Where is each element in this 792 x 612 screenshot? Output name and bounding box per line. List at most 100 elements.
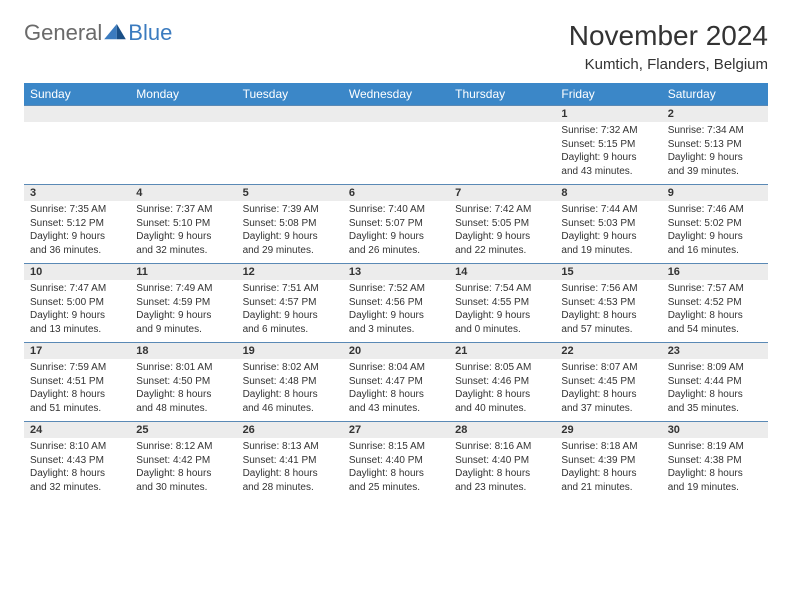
day-cell: Sunrise: 8:10 AMSunset: 4:43 PMDaylight:… [24,438,130,500]
sunrise-text: Sunrise: 7:51 AM [243,282,337,296]
sunset-text: Sunset: 5:10 PM [136,217,230,231]
sunrise-text: Sunrise: 7:37 AM [136,203,230,217]
day-number: 20 [343,343,449,360]
sunset-text: Sunset: 4:45 PM [561,375,655,389]
daylight-text: Daylight: 8 hours and 54 minutes. [668,309,762,336]
sunset-text: Sunset: 4:51 PM [30,375,124,389]
day-cell: Sunrise: 7:44 AMSunset: 5:03 PMDaylight:… [555,201,661,264]
daylight-text: Daylight: 8 hours and 48 minutes. [136,388,230,415]
sunrise-text: Sunrise: 7:46 AM [668,203,762,217]
day-cell: Sunrise: 7:49 AMSunset: 4:59 PMDaylight:… [130,280,236,343]
day-content-row: Sunrise: 7:59 AMSunset: 4:51 PMDaylight:… [24,359,768,422]
logo-text-blue: Blue [128,20,172,46]
day-number: 28 [449,422,555,439]
day-cell: Sunrise: 7:57 AMSunset: 4:52 PMDaylight:… [662,280,768,343]
day-number-row: 12 [24,106,768,123]
sunset-text: Sunset: 4:46 PM [455,375,549,389]
day-number: 14 [449,264,555,281]
daylight-text: Daylight: 9 hours and 0 minutes. [455,309,549,336]
day-number: 4 [130,185,236,202]
sunset-text: Sunset: 5:15 PM [561,138,655,152]
day-number: 10 [24,264,130,281]
sunset-text: Sunset: 5:02 PM [668,217,762,231]
day-number: 29 [555,422,661,439]
day-cell: Sunrise: 7:52 AMSunset: 4:56 PMDaylight:… [343,280,449,343]
sunrise-text: Sunrise: 8:19 AM [668,440,762,454]
daylight-text: Daylight: 9 hours and 16 minutes. [668,230,762,257]
sunrise-text: Sunrise: 7:39 AM [243,203,337,217]
day-number [130,106,236,123]
daylight-text: Daylight: 8 hours and 57 minutes. [561,309,655,336]
daylight-text: Daylight: 9 hours and 13 minutes. [30,309,124,336]
day-number: 16 [662,264,768,281]
sunrise-text: Sunrise: 8:02 AM [243,361,337,375]
day-number: 21 [449,343,555,360]
sunrise-text: Sunrise: 7:35 AM [30,203,124,217]
sunset-text: Sunset: 4:53 PM [561,296,655,310]
sunrise-text: Sunrise: 8:13 AM [243,440,337,454]
sunrise-text: Sunrise: 7:32 AM [561,124,655,138]
sunset-text: Sunset: 4:38 PM [668,454,762,468]
sunrise-text: Sunrise: 8:10 AM [30,440,124,454]
weekday-header: Thursday [449,83,555,106]
day-number: 19 [237,343,343,360]
daylight-text: Daylight: 9 hours and 9 minutes. [136,309,230,336]
day-cell: Sunrise: 8:07 AMSunset: 4:45 PMDaylight:… [555,359,661,422]
day-number: 5 [237,185,343,202]
weekday-header: Monday [130,83,236,106]
daylight-text: Daylight: 8 hours and 23 minutes. [455,467,549,494]
day-content-row: Sunrise: 7:47 AMSunset: 5:00 PMDaylight:… [24,280,768,343]
day-cell: Sunrise: 7:34 AMSunset: 5:13 PMDaylight:… [662,122,768,185]
calendar-table: Sunday Monday Tuesday Wednesday Thursday… [24,83,768,500]
sunrise-text: Sunrise: 8:09 AM [668,361,762,375]
sunset-text: Sunset: 4:52 PM [668,296,762,310]
sunrise-text: Sunrise: 7:52 AM [349,282,443,296]
sunrise-text: Sunrise: 7:54 AM [455,282,549,296]
day-cell: Sunrise: 8:18 AMSunset: 4:39 PMDaylight:… [555,438,661,500]
sunset-text: Sunset: 4:55 PM [455,296,549,310]
day-cell: Sunrise: 7:40 AMSunset: 5:07 PMDaylight:… [343,201,449,264]
day-cell: Sunrise: 7:47 AMSunset: 5:00 PMDaylight:… [24,280,130,343]
sunrise-text: Sunrise: 8:15 AM [349,440,443,454]
day-cell: Sunrise: 7:32 AMSunset: 5:15 PMDaylight:… [555,122,661,185]
logo-text-general: General [24,20,102,46]
day-cell: Sunrise: 7:56 AMSunset: 4:53 PMDaylight:… [555,280,661,343]
daylight-text: Daylight: 8 hours and 51 minutes. [30,388,124,415]
sunrise-text: Sunrise: 8:05 AM [455,361,549,375]
day-number [237,106,343,123]
day-cell: Sunrise: 8:02 AMSunset: 4:48 PMDaylight:… [237,359,343,422]
weekday-header-row: Sunday Monday Tuesday Wednesday Thursday… [24,83,768,106]
day-number: 1 [555,106,661,123]
day-cell [343,122,449,185]
day-cell: Sunrise: 7:51 AMSunset: 4:57 PMDaylight:… [237,280,343,343]
day-number-row: 3456789 [24,185,768,202]
sunrise-text: Sunrise: 8:16 AM [455,440,549,454]
day-cell: Sunrise: 8:09 AMSunset: 4:44 PMDaylight:… [662,359,768,422]
day-number: 13 [343,264,449,281]
daylight-text: Daylight: 9 hours and 39 minutes. [668,151,762,178]
day-number: 7 [449,185,555,202]
daylight-text: Daylight: 8 hours and 28 minutes. [243,467,337,494]
sunrise-text: Sunrise: 7:56 AM [561,282,655,296]
sunrise-text: Sunrise: 7:44 AM [561,203,655,217]
sunset-text: Sunset: 5:00 PM [30,296,124,310]
day-number: 22 [555,343,661,360]
sunset-text: Sunset: 4:50 PM [136,375,230,389]
day-number: 2 [662,106,768,123]
daylight-text: Daylight: 9 hours and 43 minutes. [561,151,655,178]
sunset-text: Sunset: 5:13 PM [668,138,762,152]
sunset-text: Sunset: 4:40 PM [349,454,443,468]
day-number: 27 [343,422,449,439]
weekday-header: Sunday [24,83,130,106]
sunrise-text: Sunrise: 8:18 AM [561,440,655,454]
day-content-row: Sunrise: 7:32 AMSunset: 5:15 PMDaylight:… [24,122,768,185]
day-number-row: 24252627282930 [24,422,768,439]
sunrise-text: Sunrise: 7:34 AM [668,124,762,138]
sunrise-text: Sunrise: 7:49 AM [136,282,230,296]
day-number: 23 [662,343,768,360]
day-cell: Sunrise: 7:42 AMSunset: 5:05 PMDaylight:… [449,201,555,264]
daylight-text: Daylight: 8 hours and 46 minutes. [243,388,337,415]
sunrise-text: Sunrise: 8:07 AM [561,361,655,375]
logo: General Blue [24,20,172,46]
sunrise-text: Sunrise: 7:40 AM [349,203,443,217]
